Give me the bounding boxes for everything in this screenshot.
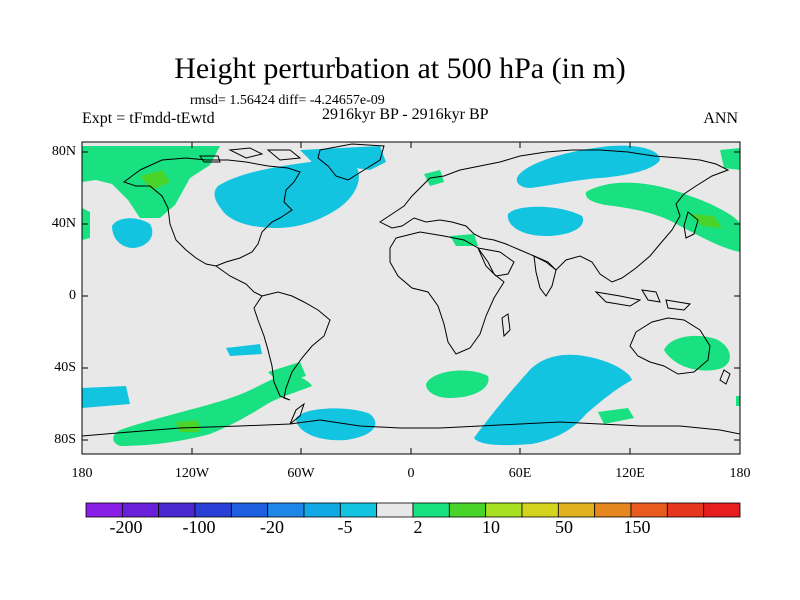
colorbar-segment bbox=[194, 502, 232, 518]
coastline-antarctica bbox=[82, 419, 740, 437]
experiment-label: Expt = tFmdd-tEwtd bbox=[82, 110, 215, 127]
positive-anomaly-s-atlantic bbox=[426, 370, 489, 398]
positive-anomaly-ne-edge bbox=[720, 148, 740, 170]
positive-anomaly-s-indian bbox=[598, 408, 634, 424]
negative-anomaly-arctic bbox=[300, 146, 386, 170]
colorbar-segment bbox=[594, 502, 632, 518]
negative-anomaly-antarctic-atlantic bbox=[296, 408, 376, 441]
colorbar-segment bbox=[85, 502, 123, 518]
colorbar-label: 150 bbox=[623, 517, 651, 537]
lat-label-0: 0 bbox=[69, 288, 76, 303]
map-ticks bbox=[81, 142, 741, 454]
coastline-arabia bbox=[477, 247, 515, 277]
lon-label-120w: 120W bbox=[174, 466, 210, 481]
anomaly-fields bbox=[82, 145, 740, 446]
stats-line: rmsd= 1.56424 diff= -4.24657e-09 bbox=[190, 93, 385, 108]
negative-anomaly-indian-ocean bbox=[474, 354, 632, 446]
colorbar-segment bbox=[303, 502, 341, 518]
colorbar-segment bbox=[485, 502, 523, 518]
negative-anomaly-n-atlantic bbox=[516, 145, 660, 188]
colorbar-label: 50 bbox=[555, 517, 573, 537]
colorbar-segment bbox=[376, 502, 414, 518]
coastline-australia bbox=[629, 317, 711, 375]
coastline-japan bbox=[683, 211, 699, 239]
colorbar-segment bbox=[121, 502, 160, 518]
lat-label-40s: 40S bbox=[54, 360, 76, 375]
lat-label-80s: 80S bbox=[54, 432, 76, 447]
lon-label-60e: 60E bbox=[508, 466, 532, 481]
coastline-arctic-islands bbox=[199, 147, 302, 163]
plot-title: Height perturbation at 500 hPa (in m) bbox=[174, 52, 626, 85]
negative-anomaly-n-america bbox=[214, 160, 359, 228]
lon-label-0: 0 bbox=[407, 466, 415, 481]
coastline-africa bbox=[389, 231, 505, 355]
negative-anomaly-n-pacific bbox=[112, 218, 153, 248]
coastline-greenland bbox=[317, 143, 385, 181]
colorbar-segment bbox=[703, 502, 741, 518]
coastlines bbox=[82, 143, 740, 437]
colorbar-segment bbox=[412, 502, 450, 518]
colorbar-segment bbox=[339, 502, 378, 518]
colorbar-segment bbox=[666, 502, 705, 518]
colorbar-segment bbox=[267, 502, 305, 518]
positive-anomaly-s-pacific-inner bbox=[176, 420, 200, 432]
positive-anomaly-asia-pacific bbox=[585, 182, 740, 252]
coastline-new-zealand bbox=[719, 369, 731, 385]
colorbar-segment bbox=[448, 502, 487, 518]
colorbar-label: 2 bbox=[413, 517, 423, 537]
positive-anomaly-se-edge bbox=[736, 396, 740, 406]
coastline-madagascar bbox=[501, 313, 511, 338]
colorbar-label: 10 bbox=[482, 517, 500, 537]
colorbar-segment bbox=[521, 502, 559, 518]
coastline-india bbox=[533, 255, 557, 297]
colorbar-label: -200 bbox=[109, 517, 143, 537]
negative-anomaly-s-pacific-small bbox=[226, 344, 262, 356]
coastline-south-america bbox=[253, 291, 331, 401]
period-label: 2916kyr BP - 2916kyr BP bbox=[322, 106, 489, 123]
colorbar-segment bbox=[557, 502, 596, 518]
colorbar bbox=[85, 502, 741, 518]
season-label: ANN bbox=[703, 110, 738, 127]
positive-anomaly-drake bbox=[268, 362, 306, 384]
colorbar-label: -5 bbox=[337, 517, 353, 537]
positive-anomaly-s-pacific bbox=[113, 372, 312, 446]
colorbar-label: -20 bbox=[260, 517, 284, 537]
colorbar-label: -100 bbox=[182, 517, 216, 537]
coastline-antarctic-peninsula bbox=[289, 402, 305, 425]
coastline-central-america bbox=[215, 265, 263, 297]
colorbar-segment bbox=[230, 502, 269, 518]
colorbar-segment bbox=[630, 502, 668, 518]
lat-label-40n: 40N bbox=[51, 216, 76, 231]
lon-label-180w: 180 bbox=[71, 466, 93, 481]
negative-anomaly-sw-pacific bbox=[82, 386, 130, 408]
coastline-indonesia bbox=[594, 289, 692, 311]
negative-anomaly-west-asia bbox=[507, 206, 584, 236]
coastline-north-america bbox=[122, 157, 301, 267]
lon-label-120e: 120E bbox=[615, 466, 645, 481]
positive-anomaly-asia-inner bbox=[690, 214, 722, 228]
positive-anomaly-west-inner bbox=[140, 170, 170, 190]
lon-label-60w: 60W bbox=[287, 466, 315, 481]
positive-anomaly-australia bbox=[664, 335, 730, 371]
coastline-eurasia bbox=[379, 149, 730, 283]
lon-label-180e: 180 bbox=[729, 466, 751, 481]
lat-label-80n: 80N bbox=[51, 144, 76, 159]
positive-anomaly-n-atlantic bbox=[424, 170, 444, 186]
colorbar-segment bbox=[158, 502, 196, 518]
